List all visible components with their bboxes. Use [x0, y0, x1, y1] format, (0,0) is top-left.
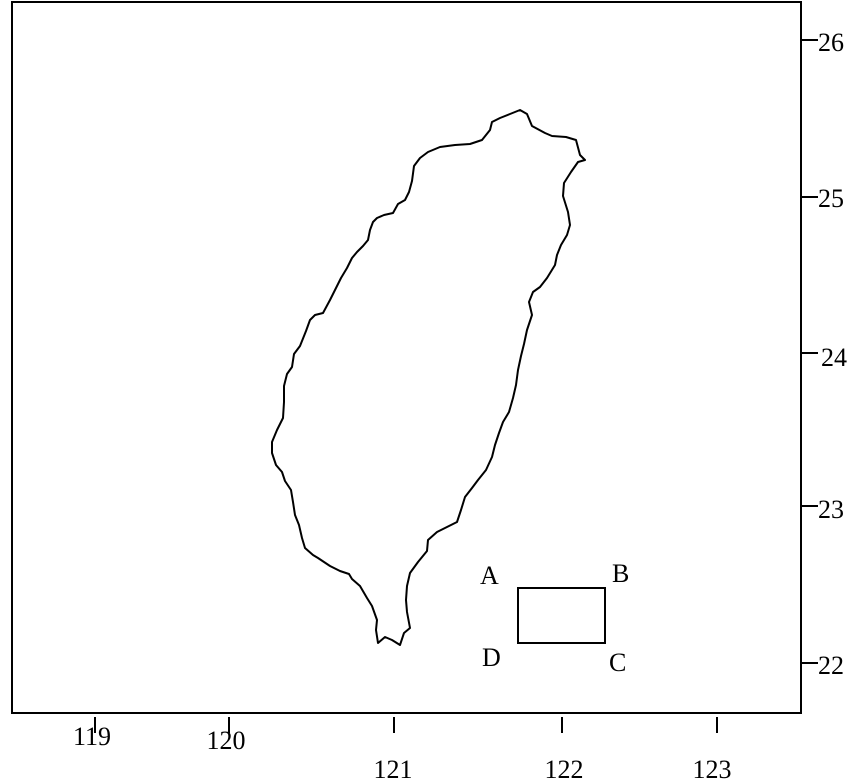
y-tick-label-22: 22: [818, 651, 844, 680]
map-frame: [11, 1, 802, 714]
x-tick-label-123: 123: [693, 755, 732, 782]
corner-label-c: C: [609, 648, 626, 677]
rectangle-abcd: [517, 587, 606, 644]
x-tick-label-121: 121: [374, 755, 413, 782]
corner-label-d: D: [482, 643, 501, 672]
x-tick-label-120: 120: [207, 726, 246, 755]
y-tick-label-25: 25: [818, 184, 844, 213]
latitude-axis: 26 25 24 23 22: [801, 28, 847, 680]
y-tick-label-23: 23: [818, 495, 844, 524]
y-tick-label-26: 26: [818, 28, 844, 57]
x-tick-label-119: 119: [73, 722, 111, 751]
corner-label-a: A: [480, 561, 499, 590]
longitude-axis: 119 120 121 122 123: [73, 717, 732, 782]
corner-label-b: B: [612, 559, 629, 588]
island-coastline: [271, 109, 586, 646]
y-tick-label-24: 24: [821, 343, 847, 372]
x-tick-label-122: 122: [545, 755, 584, 782]
